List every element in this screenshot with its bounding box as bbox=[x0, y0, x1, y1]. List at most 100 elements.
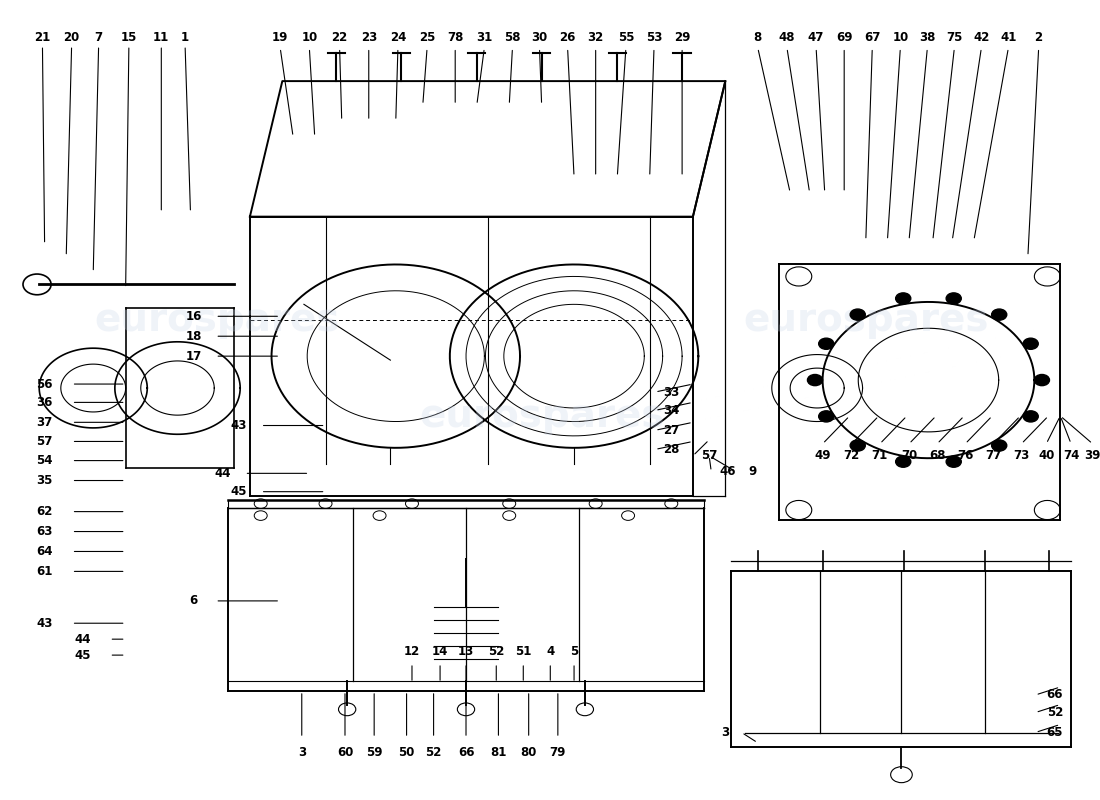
Text: 72: 72 bbox=[844, 450, 860, 462]
Circle shape bbox=[946, 456, 961, 467]
Text: 19: 19 bbox=[272, 30, 288, 44]
Text: 40: 40 bbox=[1038, 450, 1055, 462]
Text: 73: 73 bbox=[1013, 450, 1030, 462]
Text: eurospares: eurospares bbox=[419, 397, 664, 435]
Text: 3: 3 bbox=[298, 746, 306, 759]
Text: 74: 74 bbox=[1063, 450, 1079, 462]
Text: 48: 48 bbox=[779, 30, 795, 44]
Text: 6: 6 bbox=[189, 594, 198, 607]
Text: 11: 11 bbox=[153, 30, 169, 44]
Text: 66: 66 bbox=[1046, 689, 1063, 702]
Text: 58: 58 bbox=[504, 30, 520, 44]
Text: 55: 55 bbox=[618, 30, 635, 44]
Text: 4: 4 bbox=[547, 645, 554, 658]
Text: 62: 62 bbox=[36, 505, 53, 518]
Text: 8: 8 bbox=[754, 30, 762, 44]
Text: 14: 14 bbox=[432, 645, 449, 658]
Text: 43: 43 bbox=[231, 419, 248, 432]
Text: 64: 64 bbox=[36, 545, 53, 558]
Text: 44: 44 bbox=[214, 467, 231, 480]
Text: 21: 21 bbox=[34, 30, 51, 44]
Text: 76: 76 bbox=[957, 450, 974, 462]
Text: 38: 38 bbox=[920, 30, 936, 44]
Text: 30: 30 bbox=[531, 30, 548, 44]
Circle shape bbox=[895, 293, 911, 304]
Text: 45: 45 bbox=[231, 485, 248, 498]
Text: 5: 5 bbox=[570, 645, 579, 658]
Text: 57: 57 bbox=[701, 450, 717, 462]
Text: 26: 26 bbox=[560, 30, 575, 44]
Text: 27: 27 bbox=[663, 424, 680, 437]
Text: 9: 9 bbox=[748, 466, 757, 478]
Text: 56: 56 bbox=[36, 378, 53, 390]
Text: 49: 49 bbox=[814, 450, 830, 462]
Text: 47: 47 bbox=[807, 30, 824, 44]
Circle shape bbox=[946, 293, 961, 304]
Text: 80: 80 bbox=[520, 746, 537, 759]
Text: 57: 57 bbox=[36, 435, 53, 448]
Circle shape bbox=[850, 440, 866, 451]
Text: eurospares: eurospares bbox=[95, 302, 340, 339]
Text: 81: 81 bbox=[491, 746, 507, 759]
Text: 34: 34 bbox=[663, 404, 680, 417]
Text: 3: 3 bbox=[722, 726, 729, 739]
Circle shape bbox=[818, 411, 834, 422]
Circle shape bbox=[991, 440, 1006, 451]
Text: 65: 65 bbox=[1046, 726, 1063, 739]
Text: 75: 75 bbox=[946, 30, 962, 44]
Text: 79: 79 bbox=[550, 746, 566, 759]
Text: 70: 70 bbox=[901, 450, 917, 462]
Circle shape bbox=[850, 309, 866, 320]
Text: 10: 10 bbox=[892, 30, 909, 44]
Text: 10: 10 bbox=[301, 30, 318, 44]
Text: 39: 39 bbox=[1085, 450, 1100, 462]
Text: 37: 37 bbox=[36, 416, 53, 429]
Text: 69: 69 bbox=[836, 30, 852, 44]
Text: 1: 1 bbox=[182, 30, 189, 44]
Text: 61: 61 bbox=[36, 565, 53, 578]
Text: 67: 67 bbox=[865, 30, 880, 44]
Text: 24: 24 bbox=[389, 30, 406, 44]
Text: 36: 36 bbox=[36, 396, 53, 409]
Text: 52: 52 bbox=[1047, 706, 1063, 719]
Circle shape bbox=[818, 338, 834, 350]
Text: 78: 78 bbox=[447, 30, 463, 44]
Text: 46: 46 bbox=[719, 466, 736, 478]
Text: 54: 54 bbox=[36, 454, 53, 467]
Text: 44: 44 bbox=[74, 633, 90, 646]
Circle shape bbox=[991, 309, 1006, 320]
Text: 77: 77 bbox=[986, 450, 1001, 462]
Text: 29: 29 bbox=[674, 30, 691, 44]
Circle shape bbox=[1023, 411, 1038, 422]
Text: 28: 28 bbox=[663, 443, 680, 456]
Circle shape bbox=[1023, 338, 1038, 350]
Text: 20: 20 bbox=[64, 30, 79, 44]
Text: 12: 12 bbox=[404, 645, 420, 658]
Text: 45: 45 bbox=[74, 649, 90, 662]
Text: 25: 25 bbox=[419, 30, 436, 44]
Text: 66: 66 bbox=[458, 746, 474, 759]
Text: 71: 71 bbox=[871, 450, 888, 462]
Text: 2: 2 bbox=[1035, 30, 1043, 44]
Text: 68: 68 bbox=[928, 450, 945, 462]
Circle shape bbox=[895, 456, 911, 467]
Text: 52: 52 bbox=[488, 645, 505, 658]
Text: 33: 33 bbox=[663, 386, 680, 398]
Text: 41: 41 bbox=[1000, 30, 1016, 44]
Text: 18: 18 bbox=[186, 330, 202, 342]
Text: 17: 17 bbox=[186, 350, 201, 362]
Text: 60: 60 bbox=[337, 746, 353, 759]
Text: eurospares: eurospares bbox=[742, 302, 989, 339]
Text: 16: 16 bbox=[186, 310, 202, 322]
Text: 53: 53 bbox=[646, 30, 662, 44]
Text: 32: 32 bbox=[587, 30, 604, 44]
Text: 42: 42 bbox=[974, 30, 990, 44]
Text: 13: 13 bbox=[458, 645, 474, 658]
Circle shape bbox=[807, 374, 823, 386]
Text: 52: 52 bbox=[426, 746, 442, 759]
Text: 35: 35 bbox=[36, 474, 53, 487]
Text: 59: 59 bbox=[366, 746, 383, 759]
Text: 51: 51 bbox=[515, 645, 531, 658]
Text: 23: 23 bbox=[361, 30, 377, 44]
Text: 50: 50 bbox=[398, 746, 415, 759]
